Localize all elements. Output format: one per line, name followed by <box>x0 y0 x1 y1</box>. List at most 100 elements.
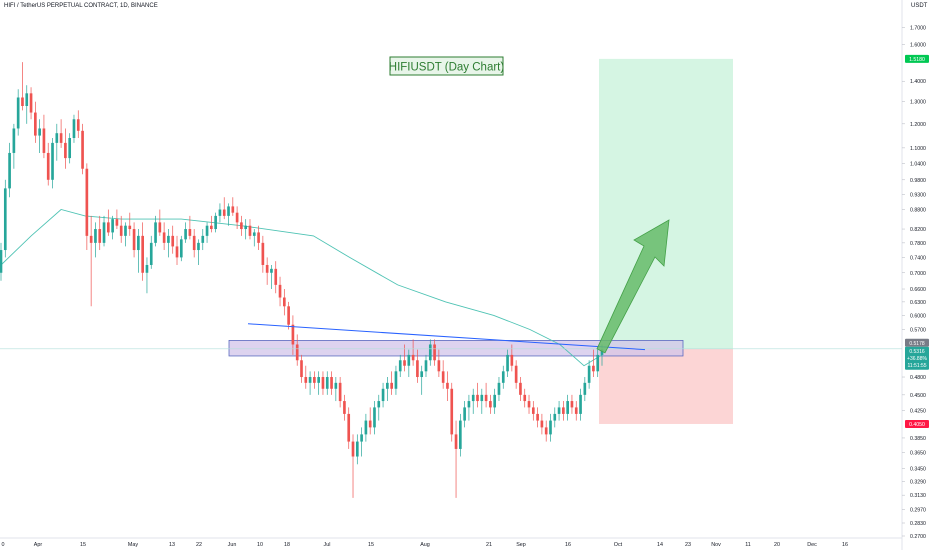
candle <box>463 401 466 428</box>
candle-body <box>94 229 97 243</box>
candle-body <box>295 344 299 361</box>
stop-zone <box>599 348 733 424</box>
candle-body <box>506 354 509 372</box>
candle <box>102 215 106 247</box>
candle <box>210 215 213 233</box>
candle-body <box>540 420 544 428</box>
candle <box>162 222 166 251</box>
candle <box>64 128 67 169</box>
candle <box>94 222 97 258</box>
candle-body <box>141 235 144 273</box>
candle <box>377 394 381 421</box>
candle <box>536 407 539 428</box>
candle-body <box>373 407 376 428</box>
candle <box>398 354 402 378</box>
candle <box>124 222 127 247</box>
candle-body <box>523 394 527 402</box>
price-tick-label: 0.2830 <box>910 521 926 527</box>
candle-body <box>291 324 295 345</box>
candle-body <box>325 377 329 389</box>
candle <box>141 222 144 281</box>
candle-body <box>313 377 316 383</box>
candle <box>570 394 574 414</box>
candle <box>274 261 278 294</box>
candle-body <box>304 377 308 383</box>
candle-body <box>64 142 67 159</box>
candle-body <box>519 382 522 395</box>
candle-body <box>132 229 136 251</box>
secondary-price-bg <box>905 338 929 347</box>
candle-body <box>76 119 80 131</box>
time-tick-label: 0 <box>2 542 5 548</box>
candle-body <box>278 284 282 298</box>
price-tick-label: 0.9800 <box>910 178 926 184</box>
candle-body <box>218 209 222 216</box>
candle <box>291 315 295 355</box>
candle <box>188 215 192 240</box>
candle <box>343 394 346 421</box>
time-tick-label: 16 <box>565 542 571 548</box>
candle <box>574 401 578 421</box>
candle-body <box>197 242 200 251</box>
candle <box>85 163 89 251</box>
candle-body <box>115 219 119 226</box>
candle <box>252 229 256 247</box>
time-tick-label: Nov <box>711 542 721 548</box>
candle-body <box>261 242 265 265</box>
chart-title-text: HIFIUSDT (Day Chart) <box>389 62 505 74</box>
candle-body <box>227 206 230 216</box>
candle <box>467 394 471 421</box>
candle-body <box>420 371 424 378</box>
candle-body <box>390 382 393 389</box>
time-tick-label: 16 <box>842 542 848 548</box>
time-tick-label: 10 <box>257 542 263 548</box>
time-tick-label: 11 <box>745 542 751 548</box>
candle-body <box>437 360 441 372</box>
candle <box>227 203 230 226</box>
candle <box>261 235 265 273</box>
candle-body <box>510 354 514 366</box>
candle <box>42 114 46 159</box>
candle-body <box>98 229 102 243</box>
price-tick-label: 0.2700 <box>910 534 926 540</box>
time-tick-label: 21 <box>486 542 492 548</box>
candle-body <box>16 97 20 129</box>
candle <box>55 123 59 161</box>
candle <box>519 377 522 402</box>
candle <box>287 301 290 330</box>
candle-body <box>592 365 595 372</box>
time-tick-label: Sep <box>516 542 526 548</box>
candle-body <box>158 222 162 233</box>
candle <box>373 401 376 435</box>
price-tick-label: 1.6000 <box>910 42 926 48</box>
candle <box>420 365 424 395</box>
candle <box>476 382 479 408</box>
candle <box>390 371 393 395</box>
candle <box>34 101 37 143</box>
time-tick-label: Oct <box>614 542 623 548</box>
price-tick-label: 0.8800 <box>910 208 926 214</box>
candle <box>386 377 389 402</box>
candle-body <box>424 360 428 372</box>
candle <box>68 133 72 164</box>
price-tick-label: 0.6300 <box>910 300 926 306</box>
price-tick-label: 1.4000 <box>910 79 926 85</box>
price-tick-label: 1.2000 <box>910 122 926 128</box>
candle <box>596 349 600 378</box>
candle <box>197 239 200 265</box>
chart-title-border <box>389 56 504 76</box>
candle-body <box>428 344 432 361</box>
candle <box>214 212 217 233</box>
candle-body <box>471 394 475 402</box>
candle <box>282 289 286 316</box>
candle-body <box>257 232 260 243</box>
candle-body <box>386 382 389 389</box>
candle-body <box>403 360 406 366</box>
candle-body <box>308 377 312 383</box>
candle <box>111 215 114 240</box>
candle-body <box>270 268 273 273</box>
candle <box>351 434 355 498</box>
candle <box>308 371 312 395</box>
candle-body <box>501 371 505 383</box>
